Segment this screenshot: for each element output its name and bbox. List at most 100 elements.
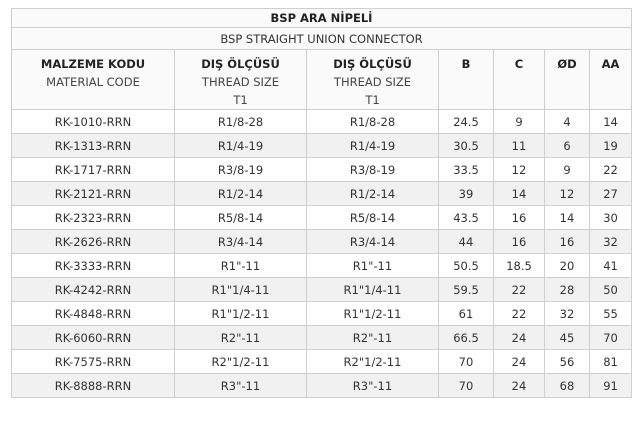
cell-aa: 22 xyxy=(588,157,633,182)
table-row: RK-4242-RRN R1"1/4-11 R1"1/4-11 59.5 22 28 50 xyxy=(11,277,633,302)
cell-c: 12 xyxy=(493,157,545,182)
cell-od: 68 xyxy=(544,373,590,398)
table-row: RK-8888-RRN R3"-11 R3"-11 70 24 68 91 xyxy=(11,373,633,398)
cell-thread-1: R2"-11 xyxy=(174,325,307,350)
cell-b: 44 xyxy=(438,229,494,254)
cell-thread-2: R3"-11 xyxy=(306,373,439,398)
cell-code: RK-6060-RRN xyxy=(11,325,175,350)
spec-table-container: BSP ARA NİPELİ BSP STRAIGHT UNION CONNEC… xyxy=(10,8,633,398)
cell-aa: 14 xyxy=(588,109,633,134)
spec-table: BSP ARA NİPELİ BSP STRAIGHT UNION CONNEC… xyxy=(10,8,633,398)
cell-thread-1: R3/4-14 xyxy=(174,229,307,254)
cell-od: 20 xyxy=(544,253,590,278)
cell-od: 6 xyxy=(544,133,590,158)
cell-code: RK-2626-RRN xyxy=(11,229,175,254)
cell-code: RK-1313-RRN xyxy=(11,133,175,158)
cell-c: 24 xyxy=(493,349,545,374)
cell-thread-2: R1"-11 xyxy=(306,253,439,278)
cell-c: 22 xyxy=(493,277,545,302)
header-material-code: MALZEME KODU MATERIAL CODE xyxy=(11,49,175,110)
cell-thread-1: R1"1/4-11 xyxy=(174,277,307,302)
cell-b: 43.5 xyxy=(438,205,494,230)
table-body: RK-1010-RRN R1/8-28 R1/8-28 24.5 9 4 14 RK-131… xyxy=(11,109,633,398)
cell-code: RK-8888-RRN xyxy=(11,373,175,398)
cell-b: 33.5 xyxy=(438,157,494,182)
cell-od: 14 xyxy=(544,205,590,230)
cell-b: 24.5 xyxy=(438,109,494,134)
cell-aa: 55 xyxy=(588,301,633,326)
cell-od: 4 xyxy=(544,109,590,134)
cell-aa: 32 xyxy=(588,229,633,254)
cell-c: 9 xyxy=(493,109,545,134)
cell-thread-2: R1/4-19 xyxy=(306,133,439,158)
cell-b: 70 xyxy=(438,373,494,398)
header-thread-size-1: DIŞ ÖLÇÜSÜ THREAD SIZE T1 xyxy=(174,49,307,110)
cell-thread-1: R1"-11 xyxy=(174,253,307,278)
cell-b: 30.5 xyxy=(438,133,494,158)
cell-aa: 30 xyxy=(588,205,633,230)
cell-thread-2: R3/8-19 xyxy=(306,157,439,182)
table-row: RK-2121-RRN R1/2-14 R1/2-14 39 14 12 27 xyxy=(11,181,633,206)
cell-od: 28 xyxy=(544,277,590,302)
cell-code: RK-3333-RRN xyxy=(11,253,175,278)
cell-aa: 50 xyxy=(588,277,633,302)
cell-thread-1: R2"1/2-11 xyxy=(174,349,307,374)
cell-b: 66.5 xyxy=(438,325,494,350)
cell-od: 32 xyxy=(544,301,590,326)
cell-od: 12 xyxy=(544,181,590,206)
cell-aa: 70 xyxy=(588,325,633,350)
cell-c: 11 xyxy=(493,133,545,158)
cell-c: 24 xyxy=(493,373,545,398)
cell-aa: 27 xyxy=(588,181,633,206)
cell-thread-1: R1/2-14 xyxy=(174,181,307,206)
cell-od: 45 xyxy=(544,325,590,350)
cell-code: RK-1717-RRN xyxy=(11,157,175,182)
cell-thread-1: R1/4-19 xyxy=(174,133,307,158)
cell-b: 59.5 xyxy=(438,277,494,302)
table-row: RK-3333-RRN R1"-11 R1"-11 50.5 18.5 20 41 xyxy=(11,253,633,278)
cell-c: 24 xyxy=(493,325,545,350)
cell-thread-2: R1/2-14 xyxy=(306,181,439,206)
cell-od: 9 xyxy=(544,157,590,182)
table-row: RK-6060-RRN R2"-11 R2"-11 66.5 24 45 70 xyxy=(11,325,633,350)
header-aa: AA xyxy=(588,49,633,110)
table-row: RK-2626-RRN R3/4-14 R3/4-14 44 16 16 32 xyxy=(11,229,633,254)
cell-b: 50.5 xyxy=(438,253,494,278)
cell-c: 22 xyxy=(493,301,545,326)
header-thread-size-2: DIŞ ÖLÇÜSÜ THREAD SIZE T1 xyxy=(306,49,439,110)
table-title: BSP ARA NİPELİ xyxy=(10,8,633,28)
cell-thread-1: R5/8-14 xyxy=(174,205,307,230)
table-row: RK-1717-RRN R3/8-19 R3/8-19 33.5 12 9 22 xyxy=(11,157,633,182)
cell-c: 18.5 xyxy=(493,253,545,278)
cell-od: 16 xyxy=(544,229,590,254)
cell-thread-2: R1/8-28 xyxy=(306,109,439,134)
cell-c: 14 xyxy=(493,181,545,206)
cell-od: 56 xyxy=(544,349,590,374)
cell-c: 16 xyxy=(493,229,545,254)
cell-thread-2: R3/4-14 xyxy=(306,229,439,254)
cell-aa: 91 xyxy=(588,373,633,398)
table-subtitle: BSP STRAIGHT UNION CONNECTOR xyxy=(10,27,633,50)
header-od: ØD xyxy=(544,49,590,110)
table-row: RK-2323-RRN R5/8-14 R5/8-14 43.5 16 14 30 xyxy=(11,205,633,230)
table-row: RK-4848-RRN R1"1/2-11 R1"1/2-11 61 22 32 55 xyxy=(11,301,633,326)
header-b: B xyxy=(438,49,494,110)
cell-code: RK-4848-RRN xyxy=(11,301,175,326)
cell-b: 39 xyxy=(438,181,494,206)
cell-code: RK-7575-RRN xyxy=(11,349,175,374)
cell-code: RK-2323-RRN xyxy=(11,205,175,230)
cell-thread-2: R1"1/4-11 xyxy=(306,277,439,302)
cell-aa: 81 xyxy=(588,349,633,374)
column-header-row: MALZEME KODU MATERIAL CODE DIŞ ÖLÇÜSÜ TH… xyxy=(11,49,633,110)
table-row: RK-1313-RRN R1/4-19 R1/4-19 30.5 11 6 19 xyxy=(11,133,633,158)
cell-code: RK-1010-RRN xyxy=(11,109,175,134)
cell-code: RK-2121-RRN xyxy=(11,181,175,206)
cell-thread-1: R3"-11 xyxy=(174,373,307,398)
cell-thread-2: R2"1/2-11 xyxy=(306,349,439,374)
cell-b: 61 xyxy=(438,301,494,326)
cell-thread-1: R3/8-19 xyxy=(174,157,307,182)
cell-thread-1: R1"1/2-11 xyxy=(174,301,307,326)
cell-thread-2: R1"1/2-11 xyxy=(306,301,439,326)
cell-thread-1: R1/8-28 xyxy=(174,109,307,134)
table-row: RK-7575-RRN R2"1/2-11 R2"1/2-11 70 24 56 81 xyxy=(11,349,633,374)
